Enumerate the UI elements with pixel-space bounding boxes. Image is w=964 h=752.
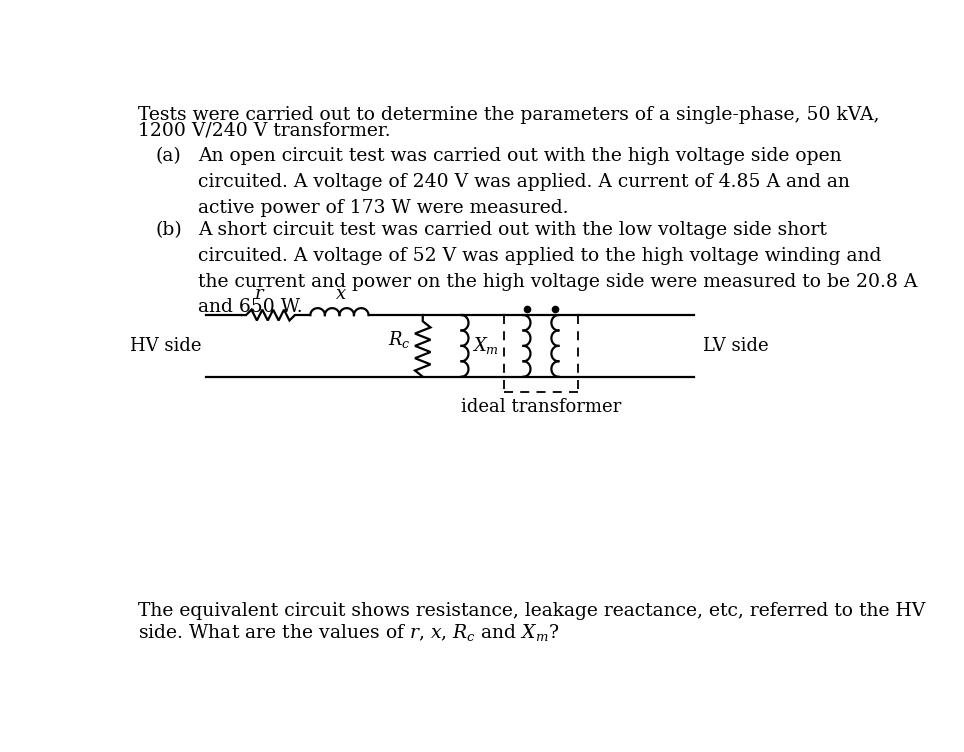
Text: The equivalent circuit shows resistance, leakage reactance, etc, referred to the: The equivalent circuit shows resistance,…	[138, 602, 924, 620]
Text: 1200 V/240 V transformer.: 1200 V/240 V transformer.	[138, 121, 390, 139]
Text: Tests were carried out to determine the parameters of a single-phase, 50 kVA,: Tests were carried out to determine the …	[138, 105, 879, 123]
Text: $x$: $x$	[335, 285, 347, 303]
Text: $R_c$: $R_c$	[388, 329, 411, 350]
Text: (a): (a)	[155, 147, 181, 165]
Text: HV side: HV side	[130, 337, 201, 355]
Text: An open circuit test was carried out with the high voltage side open
circuited. : An open circuit test was carried out wit…	[198, 147, 850, 217]
Text: (b): (b)	[155, 221, 182, 239]
Text: side. What are the values of $r$, $x$, $R_c$ and $X_m$?: side. What are the values of $r$, $x$, $…	[138, 622, 559, 642]
Text: A short circuit test was carried out with the low voltage side short
circuited. : A short circuit test was carried out wit…	[198, 221, 918, 317]
Text: $r$: $r$	[254, 285, 266, 303]
Text: $X_m$: $X_m$	[472, 335, 499, 356]
Text: LV side: LV side	[704, 337, 769, 355]
Text: ideal transformer: ideal transformer	[461, 399, 621, 417]
